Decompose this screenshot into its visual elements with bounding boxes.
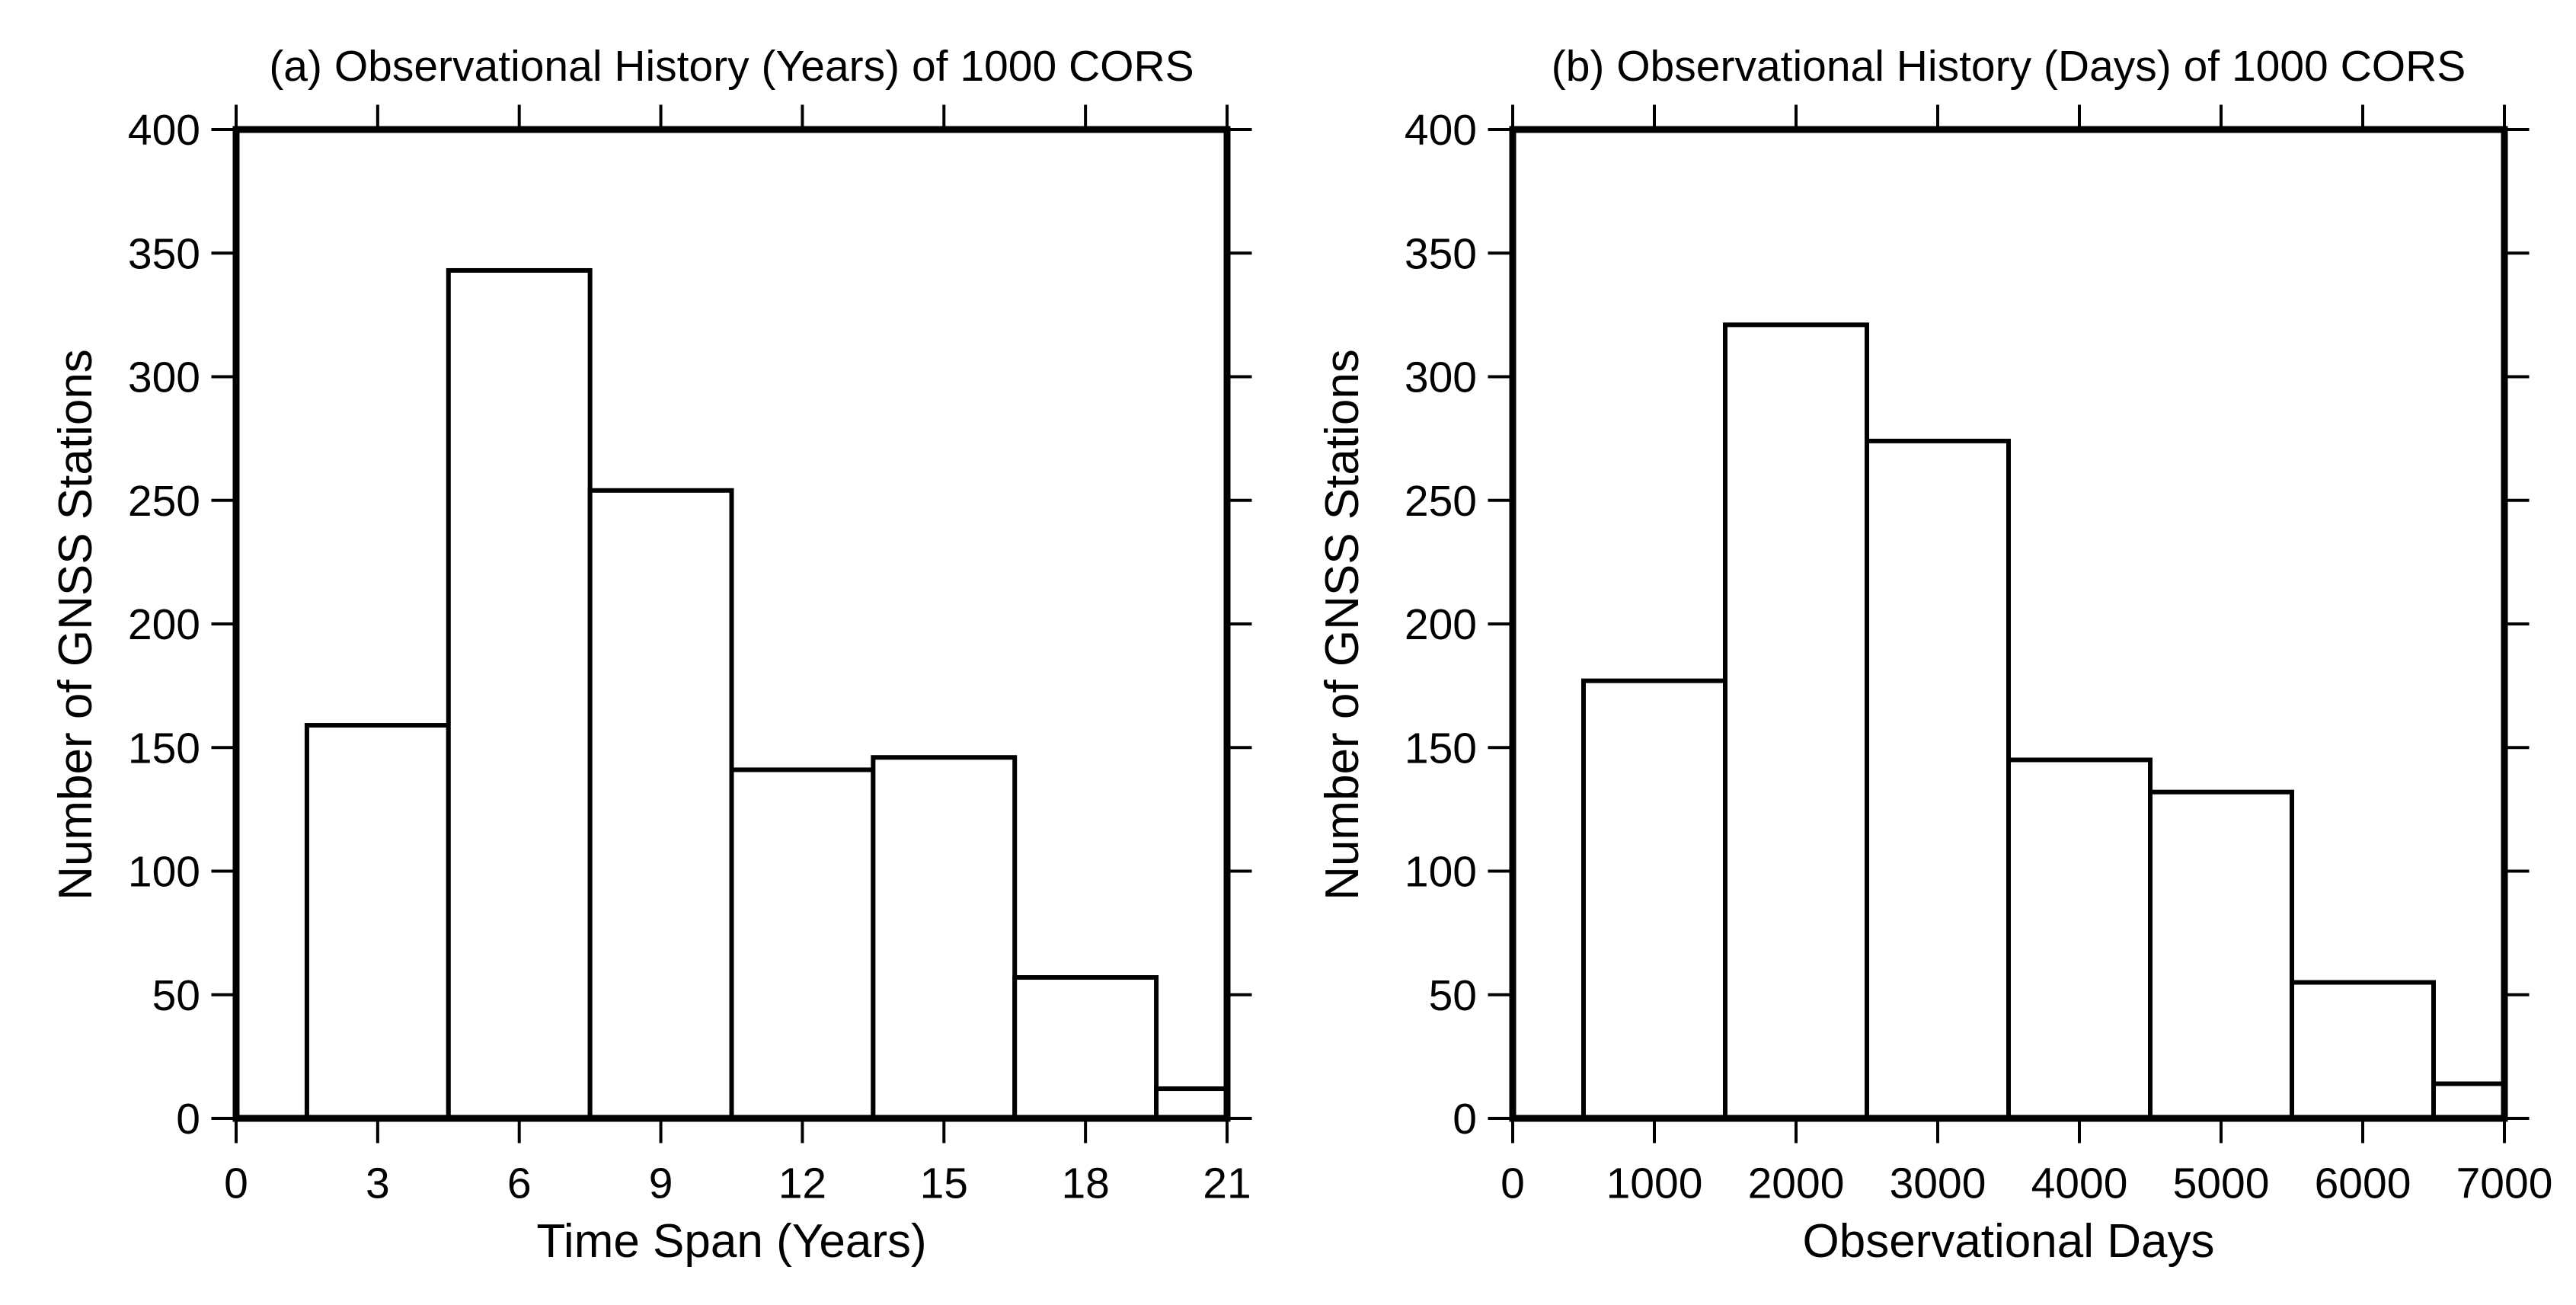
x-tick-label: 12 <box>778 1159 826 1208</box>
y-tick-label: 400 <box>1405 106 1477 155</box>
histogram-bar <box>871 755 1018 1121</box>
y-tick-label: 250 <box>1405 477 1477 526</box>
y-tick-label: 350 <box>1405 229 1477 278</box>
y-tick-label: 100 <box>128 848 200 897</box>
x-tick-label: 18 <box>1061 1159 1109 1208</box>
panel-b-title: (b) Observational History (Days) of 1000… <box>1551 42 2466 91</box>
panel-b-y-axis-label: Number of GNSS Stations <box>1316 349 1369 900</box>
x-tick-label: 0 <box>224 1159 248 1208</box>
y-tick-label: 150 <box>128 724 200 772</box>
y-tick-label: 200 <box>1405 600 1477 649</box>
histogram-bar <box>304 723 451 1121</box>
histogram-bar <box>2431 1081 2507 1121</box>
plot-frame <box>232 126 1231 1122</box>
histogram-bar <box>2006 757 2153 1121</box>
panel-a-x-axis-label: Time Span (Years) <box>536 1215 927 1268</box>
histogram-bar <box>2148 789 2294 1121</box>
x-tick-label: 3000 <box>1890 1159 1986 1208</box>
histogram-bar <box>2290 980 2436 1121</box>
y-tick-label: 0 <box>176 1095 200 1143</box>
y-tick-label: 0 <box>1453 1095 1477 1143</box>
y-tick-label: 300 <box>128 353 200 402</box>
histogram-bar <box>1154 1086 1229 1121</box>
histogram-bar <box>1865 438 2011 1121</box>
y-tick-label: 50 <box>1429 971 1477 1020</box>
y-tick-label: 300 <box>1405 353 1477 402</box>
x-tick-label: 6 <box>507 1159 532 1208</box>
x-tick-label: 0 <box>1501 1159 1525 1208</box>
y-tick-label: 50 <box>152 971 200 1020</box>
histogram-bar <box>1012 975 1159 1121</box>
histogram-bar <box>587 488 734 1121</box>
histogram-bar <box>1723 322 1869 1121</box>
x-tick-label: 7000 <box>2456 1159 2553 1208</box>
x-tick-label: 1000 <box>1606 1159 1703 1208</box>
x-tick-label: 3 <box>366 1159 390 1208</box>
x-tick-label: 2000 <box>1748 1159 1845 1208</box>
y-tick-label: 250 <box>128 477 200 526</box>
y-tick-label: 350 <box>128 229 200 278</box>
x-tick-label: 6000 <box>2315 1159 2411 1208</box>
y-tick-label: 400 <box>128 106 200 155</box>
histogram-bar <box>1581 678 1727 1121</box>
y-tick-label: 150 <box>1405 724 1477 772</box>
panel-b-x-axis-label: Observational Days <box>1802 1215 2215 1268</box>
panel-a-y-axis-label: Number of GNSS Stations <box>50 349 102 900</box>
y-tick-label: 200 <box>128 600 200 649</box>
x-tick-label: 21 <box>1203 1159 1251 1208</box>
y-tick-label: 100 <box>1405 848 1477 897</box>
panel-a-title: (a) Observational History (Years) of 100… <box>269 42 1194 91</box>
plot-frame <box>1509 126 2508 1122</box>
x-tick-label: 15 <box>920 1159 968 1208</box>
x-tick-label: 5000 <box>2173 1159 2270 1208</box>
x-tick-label: 4000 <box>2031 1159 2128 1208</box>
x-tick-label: 9 <box>649 1159 673 1208</box>
histogram-bar <box>729 767 876 1121</box>
histogram-bar <box>446 267 593 1121</box>
